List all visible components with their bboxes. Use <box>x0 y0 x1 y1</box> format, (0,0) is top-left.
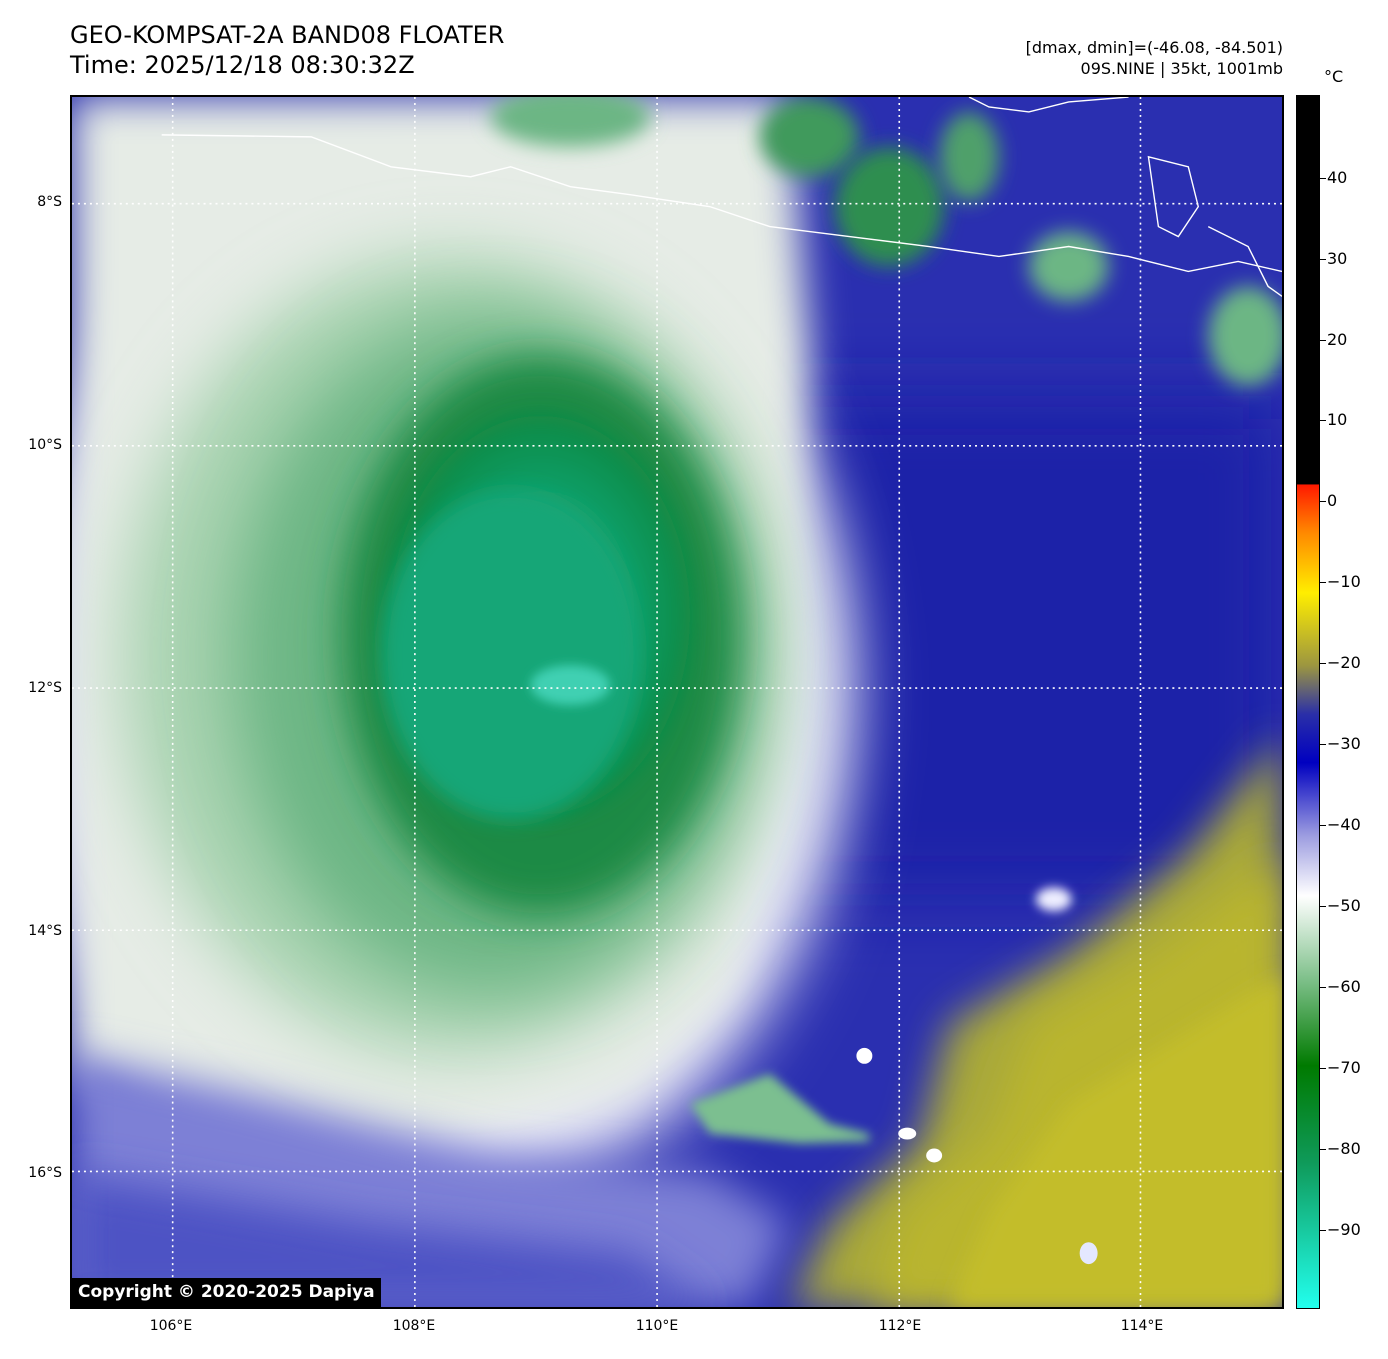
colorbar-tick <box>1320 178 1326 179</box>
colorbar-label: 20 <box>1327 330 1348 349</box>
colorbar-label: 10 <box>1327 410 1348 429</box>
colorbar-label: −30 <box>1327 734 1361 753</box>
copyright-label: Copyright © 2020-2025 Dapiya <box>72 1278 381 1307</box>
colorbar-tick <box>1320 987 1326 988</box>
colorbar-label: −40 <box>1327 815 1361 834</box>
colorbar-tick <box>1320 744 1326 745</box>
colorbar-tick <box>1320 420 1326 421</box>
colorbar-label: −80 <box>1327 1139 1361 1158</box>
colorbar-label: −90 <box>1327 1220 1361 1239</box>
colorbar-label: 30 <box>1327 249 1348 268</box>
colorbar-tick <box>1320 1068 1326 1069</box>
temperature-range: [dmax, dmin]=(-46.08, -84.501) <box>1025 38 1283 57</box>
storm-info: 09S.NINE | 35kt, 1001mb <box>1080 59 1283 78</box>
image-timestamp: Time: 2025/12/18 08:30:32Z <box>70 51 415 79</box>
colorbar-tick <box>1320 1149 1326 1150</box>
lon-label-110e: 110°E <box>635 1318 679 1334</box>
lat-label-12s: 12°S <box>28 680 62 696</box>
lon-label-108e: 108°E <box>392 1318 436 1334</box>
lat-label-16s: 16°S <box>28 1165 62 1181</box>
lat-label-14s: 14°S <box>28 923 62 939</box>
temperature-colorbar <box>1296 95 1320 1309</box>
colorbar-tick <box>1320 259 1326 260</box>
colorbar-tick <box>1320 1230 1326 1231</box>
colorbar-tick <box>1320 501 1326 502</box>
satellite-imagery-svg <box>72 97 1282 1307</box>
lat-label-10s: 10°S <box>28 437 62 453</box>
colorbar-label: −20 <box>1327 653 1361 672</box>
satellite-image: Copyright © 2020-2025 Dapiya <box>70 95 1284 1309</box>
colorbar-tick <box>1320 582 1326 583</box>
colorbar-tick <box>1320 825 1326 826</box>
colorbar-label: −70 <box>1327 1058 1361 1077</box>
graticule <box>72 97 1282 1307</box>
lat-label-8s: 8°S <box>37 194 62 210</box>
colorbar-unit: °C <box>1324 67 1344 86</box>
colorbar-tick <box>1320 340 1326 341</box>
colorbar-label: −60 <box>1327 977 1361 996</box>
colorbar-tick <box>1320 663 1326 664</box>
colorbar-label: −10 <box>1327 572 1361 591</box>
colorbar-label: 0 <box>1327 491 1338 510</box>
colorbar-tick <box>1320 906 1326 907</box>
colorbar-label: 40 <box>1327 168 1348 187</box>
lon-label-114e: 114°E <box>1120 1318 1164 1334</box>
lon-label-106e: 106°E <box>149 1318 193 1334</box>
colorbar-label: −50 <box>1327 896 1361 915</box>
lon-label-112e: 112°E <box>878 1318 922 1334</box>
image-title: GEO-KOMPSAT-2A BAND08 FLOATER <box>70 21 505 49</box>
